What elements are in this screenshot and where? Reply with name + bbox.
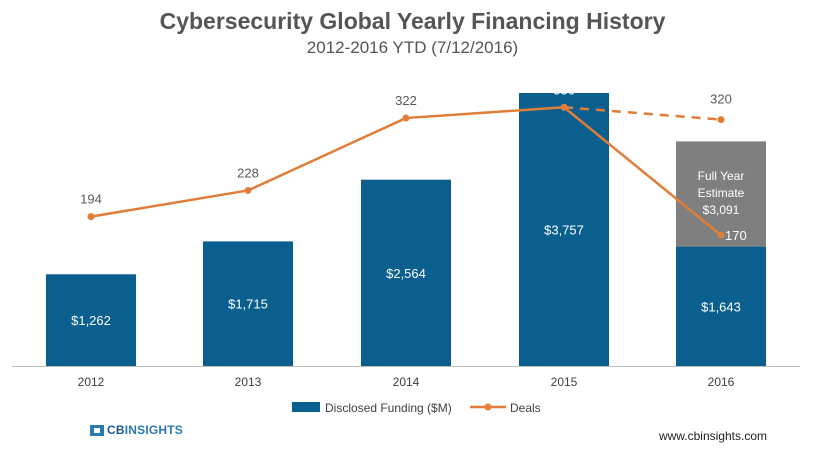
logo-prefix: CB	[107, 423, 125, 437]
estimate-label-line-3: $3,091	[703, 203, 740, 217]
deals-point-2012	[87, 213, 95, 221]
cbinsights-logo: CB INSIGHTS	[90, 423, 183, 437]
website-url: www.cbinsights.com	[658, 429, 767, 443]
funding-bar-2013	[203, 241, 293, 366]
deals-label-2012: 194	[80, 192, 102, 207]
funding-label-2013: $1,715	[228, 297, 268, 312]
funding-bar-2016	[676, 246, 766, 366]
chart-title: Cybersecurity Global Yearly Financing Hi…	[159, 8, 666, 34]
deals-estimate-label: 320	[710, 92, 732, 107]
x-tick-label-2014: 2014	[393, 375, 420, 389]
deals-label-2014: 322	[395, 93, 417, 108]
deals-point-2015	[560, 103, 568, 111]
estimate-label-line-1: Full Year	[698, 169, 745, 183]
legend-funding-label: Disclosed Funding ($M)	[325, 401, 452, 415]
funding-label-2016: $1,643	[701, 299, 741, 314]
logo-text: INSIGHTS	[124, 423, 184, 437]
funding-label-2012: $1,262	[71, 313, 111, 328]
deals-point-2016	[717, 231, 725, 239]
deals-label-2015: 336	[553, 82, 575, 97]
x-tick-label-2015: 2015	[551, 375, 578, 389]
legend-deals-marker	[484, 403, 492, 411]
deals-point-2014	[402, 114, 410, 122]
x-tick-label-2016: 2016	[708, 375, 735, 389]
funding-bar-2012	[46, 274, 136, 366]
chart-subtitle: 2012-2016 YTD (7/12/2016)	[306, 38, 519, 57]
estimate-label-line-2: Estimate	[698, 186, 745, 200]
cbinsights-logo-icon	[90, 424, 104, 436]
legend-funding-swatch	[292, 402, 320, 412]
funding-bar-2014	[361, 179, 451, 366]
deals-label-2013: 228	[237, 165, 259, 180]
funding-label-2014: $2,564	[386, 266, 426, 281]
legend-deals-label: Deals	[510, 401, 541, 415]
deals-point-2013	[244, 186, 252, 194]
x-tick-label-2012: 2012	[78, 375, 105, 389]
funding-label-2015: $3,757	[544, 223, 584, 238]
deals-estimate-line	[563, 106, 722, 121]
deals-label-2016: 170	[725, 228, 747, 243]
estimate-bar	[676, 141, 766, 247]
deals-estimate-point	[717, 116, 725, 124]
x-tick-label-2013: 2013	[235, 375, 262, 389]
funding-bar-2015	[519, 93, 609, 366]
